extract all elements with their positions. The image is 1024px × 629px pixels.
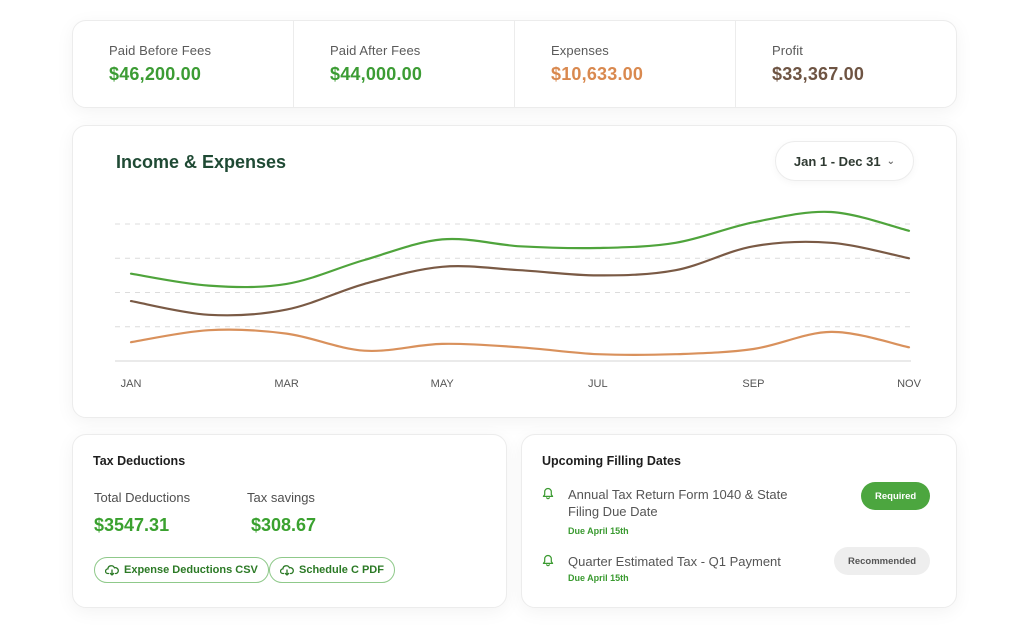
button-label: Expense Deductions CSV <box>124 564 258 576</box>
x-tick-label: MAY <box>431 378 455 390</box>
chart-title: Income & Expenses <box>116 152 287 172</box>
date-range-label: Jan 1 - Dec 31 <box>793 153 881 169</box>
series-line-2 <box>129 240 911 317</box>
cloud-download-icon <box>280 565 294 576</box>
stat-value: $44,000.00 <box>330 64 423 84</box>
cloud-download-icon <box>105 565 119 576</box>
upcoming-filling-dates-card: Upcoming Filling Dates Annual Tax Return… <box>521 434 957 608</box>
x-tick-label: NOV <box>897 378 922 390</box>
due-item-title: Annual Tax Return Form 1040 & State Fili… <box>568 487 788 519</box>
stat-label: Profit <box>772 43 803 58</box>
total-deductions-value: $3547.31 <box>94 515 170 535</box>
income-expenses-chart: JAN MAR MAY JUL SEP NOV <box>115 210 922 390</box>
tax-savings: Tax savings $308.67 <box>247 490 316 536</box>
chevron-down-icon: ⌄ <box>886 155 895 167</box>
stat-paid-before-fees: Paid Before Fees $46,200.00 <box>73 21 293 107</box>
status-badge: Recommended <box>834 547 931 575</box>
stat-value: $10,633.00 <box>551 64 644 84</box>
series-line-3 <box>129 328 911 357</box>
date-range-dropdown[interactable]: Jan 1 - Dec 31 ⌄ <box>774 141 914 181</box>
x-tick-label: JAN <box>121 378 142 390</box>
stat-paid-after-fees: Paid After Fees $44,000.00 <box>293 21 514 107</box>
due-item-title: Quarter Estimated Tax - Q1 Payment <box>568 554 781 569</box>
upcoming-dates-title: Upcoming Filling Dates <box>542 454 681 468</box>
summary-stats: Paid Before Fees $46,200.00 Paid After F… <box>72 20 957 108</box>
status-badge: Required <box>861 482 931 510</box>
x-tick-label: MAR <box>274 378 299 390</box>
total-deductions: Total Deductions $3547.31 <box>94 490 190 536</box>
tax-deductions-card: Tax Deductions Total Deductions $3547.31… <box>72 434 507 608</box>
button-label: Schedule C PDF <box>299 564 384 576</box>
total-deductions-label: Total Deductions <box>94 490 191 505</box>
bell-icon <box>542 554 554 567</box>
list-item[interactable]: Quarter Estimated Tax - Q1 Payment Due A… <box>542 547 942 587</box>
stat-label: Paid Before Fees <box>109 43 212 58</box>
due-date: Due April 15th <box>568 526 629 536</box>
x-tick-label: SEP <box>742 378 764 390</box>
stat-value: $33,367.00 <box>772 64 865 84</box>
stat-expenses: Expenses $10,633.00 <box>514 21 735 107</box>
tax-savings-value: $308.67 <box>251 515 317 535</box>
stat-label: Paid After Fees <box>330 43 421 58</box>
income-expenses-chart-card: JAN MAR MAY JUL SEP NOV Income & Expenses Jan… <box>72 125 957 418</box>
stat-profit: Profit $33,367.00 <box>735 21 956 107</box>
stat-label: Expenses <box>551 43 609 58</box>
stat-value: $46,200.00 <box>109 64 202 84</box>
expense-deductions-csv-button[interactable]: Expense Deductions CSV <box>94 557 269 583</box>
x-tick-label: JUL <box>588 378 608 390</box>
tax-deductions-title: Tax Deductions <box>93 454 186 468</box>
bell-icon <box>542 487 554 500</box>
tax-savings-label: Tax savings <box>247 490 315 505</box>
due-date: Due April 15th <box>568 573 629 583</box>
series-line-1 <box>129 210 911 289</box>
list-item[interactable]: Annual Tax Return Form 1040 & State Fili… <box>542 482 942 540</box>
schedule-c-pdf-button[interactable]: Schedule C PDF <box>269 557 395 583</box>
